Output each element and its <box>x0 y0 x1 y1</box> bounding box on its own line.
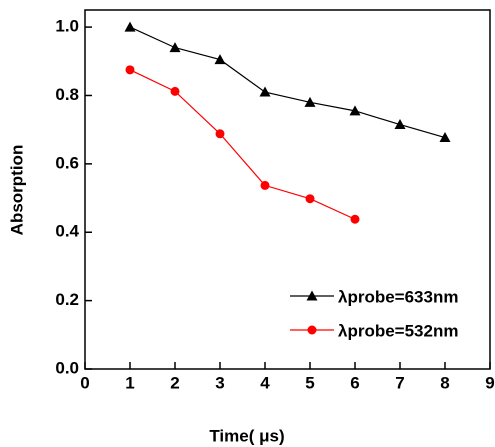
y-tick-label: 1.0 <box>55 17 79 36</box>
y-axis-label: Absorption <box>7 145 26 236</box>
data-point <box>260 180 270 190</box>
data-point <box>169 42 181 53</box>
x-tick-label: 5 <box>305 373 314 392</box>
data-point <box>170 86 180 96</box>
y-tick-label: 0.0 <box>55 358 79 377</box>
data-point <box>349 105 361 116</box>
data-point <box>305 194 315 204</box>
y-tick-label: 0.4 <box>55 222 79 241</box>
data-point <box>214 54 226 65</box>
legend-label: λprobe=633nm <box>338 287 458 306</box>
legend-marker <box>307 325 317 335</box>
series-line <box>129 26 446 139</box>
legend-label: λprobe=532nm <box>338 321 458 340</box>
data-point <box>215 129 225 139</box>
data-point <box>439 132 451 143</box>
x-tick-label: 6 <box>350 373 359 392</box>
data-point <box>259 86 271 97</box>
x-tick-label: 3 <box>215 373 224 392</box>
x-tick-label: 7 <box>395 373 404 392</box>
data-point <box>124 21 136 32</box>
series-line <box>129 69 356 220</box>
data-point <box>394 119 406 130</box>
data-point <box>125 65 135 75</box>
legend-marker <box>306 290 318 301</box>
data-point <box>304 96 316 107</box>
plot-frame <box>84 9 491 370</box>
y-tick-label: 0.2 <box>55 290 79 309</box>
x-tick-label: 4 <box>260 373 270 392</box>
x-tick-label: 9 <box>485 373 494 392</box>
x-tick-label: 0 <box>80 373 89 392</box>
y-tick-label: 0.6 <box>55 153 79 172</box>
x-axis-label: Time( μs) <box>209 426 284 445</box>
x-tick-label: 1 <box>125 373 134 392</box>
data-point <box>350 214 360 224</box>
x-tick-label: 2 <box>170 373 179 392</box>
y-tick-label: 0.8 <box>55 85 79 104</box>
x-tick-label: 8 <box>440 373 449 392</box>
